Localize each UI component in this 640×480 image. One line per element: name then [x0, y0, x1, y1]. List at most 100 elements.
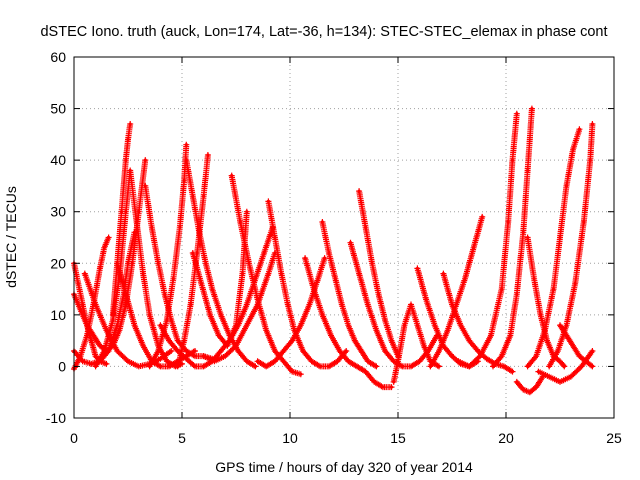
data-point [383, 318, 387, 322]
data-point [376, 292, 381, 296]
data-point [292, 328, 296, 332]
data-point [299, 323, 303, 327]
data-point [273, 359, 277, 363]
data-point [389, 339, 394, 343]
data-point [556, 349, 560, 353]
data-point [580, 364, 584, 369]
y-tick-label: 20 [50, 255, 66, 271]
data-point [106, 349, 111, 353]
series-sat09 [142, 182, 216, 362]
data-point [266, 199, 270, 203]
data-point [402, 323, 407, 327]
data-point [508, 333, 512, 338]
plot-frame [73, 56, 615, 419]
data-point [437, 349, 441, 353]
data-point [126, 137, 130, 142]
data-point [124, 210, 128, 214]
data-point [558, 323, 562, 327]
data-point [320, 220, 324, 224]
data-point [463, 277, 467, 281]
data-point [478, 354, 482, 358]
data-point [558, 235, 562, 240]
data-point [484, 357, 489, 361]
x-tick-label: 25 [606, 430, 622, 446]
data-point [202, 364, 206, 369]
data-point [115, 349, 119, 353]
data-point [234, 344, 238, 348]
y-tick-label: 50 [50, 101, 66, 117]
data-point [569, 375, 573, 379]
data-point [191, 251, 195, 255]
data-point [202, 354, 206, 358]
data-point [158, 357, 162, 361]
data-point [515, 112, 519, 116]
data-point [446, 328, 450, 332]
data-point [500, 354, 504, 358]
data-point [301, 349, 305, 353]
data-point [169, 349, 173, 353]
data-point [562, 364, 566, 369]
data-point [132, 323, 137, 327]
data-point [348, 241, 353, 245]
series-sat28 [490, 105, 535, 370]
data-point [590, 364, 595, 369]
data-point [536, 369, 541, 374]
data-point [234, 323, 238, 327]
x-tick-label: 5 [178, 430, 186, 446]
data-point [219, 349, 223, 353]
data-point [230, 174, 234, 178]
data-point [364, 369, 368, 374]
data-point [577, 127, 582, 131]
y-tick-label: 60 [50, 49, 66, 65]
chart-title: dSTEC Iono. truth (auck, Lon=174, Lat=-3… [40, 24, 607, 40]
data-point [433, 323, 437, 327]
data-point [528, 390, 532, 394]
y-tick-label: -10 [46, 410, 66, 426]
data-point [165, 359, 169, 363]
y-tick-label: 30 [50, 204, 66, 220]
data-point [389, 385, 394, 389]
x-axis-label: GPS time / hours of day 320 of year 2014 [215, 459, 473, 475]
data-point [521, 388, 525, 392]
data-point [115, 323, 119, 327]
data-point [206, 153, 210, 157]
data-point [253, 364, 258, 369]
series-sat17 [265, 198, 350, 370]
data-point [333, 277, 337, 281]
data-point [564, 323, 569, 327]
data-point [582, 220, 586, 224]
data-point [467, 339, 471, 343]
data-point [124, 158, 128, 162]
data-point [193, 364, 197, 369]
data-point [83, 272, 87, 276]
data-point [286, 302, 290, 307]
data-point [150, 225, 154, 229]
data-point [111, 318, 115, 322]
data-point [266, 272, 270, 276]
data-point [290, 369, 294, 374]
data-point [329, 333, 333, 338]
data-point [366, 302, 370, 307]
data-point [193, 354, 197, 358]
data-point [476, 349, 480, 353]
data-point [322, 256, 327, 260]
data-point [281, 359, 286, 363]
data-point [247, 261, 251, 265]
series-sat07 [109, 121, 134, 318]
data-point [176, 339, 180, 343]
data-point [400, 364, 404, 369]
data-point [335, 359, 340, 363]
data-point [212, 359, 216, 363]
data-point [372, 380, 376, 384]
data-point [409, 364, 413, 369]
data-point [148, 313, 152, 317]
series-sat33 [535, 348, 596, 385]
data-point [564, 184, 569, 188]
data-point [210, 287, 214, 291]
series-sat23 [390, 301, 442, 385]
data-point [312, 287, 316, 291]
data-point [128, 168, 132, 173]
data-point [357, 189, 361, 193]
data-point [418, 359, 422, 363]
